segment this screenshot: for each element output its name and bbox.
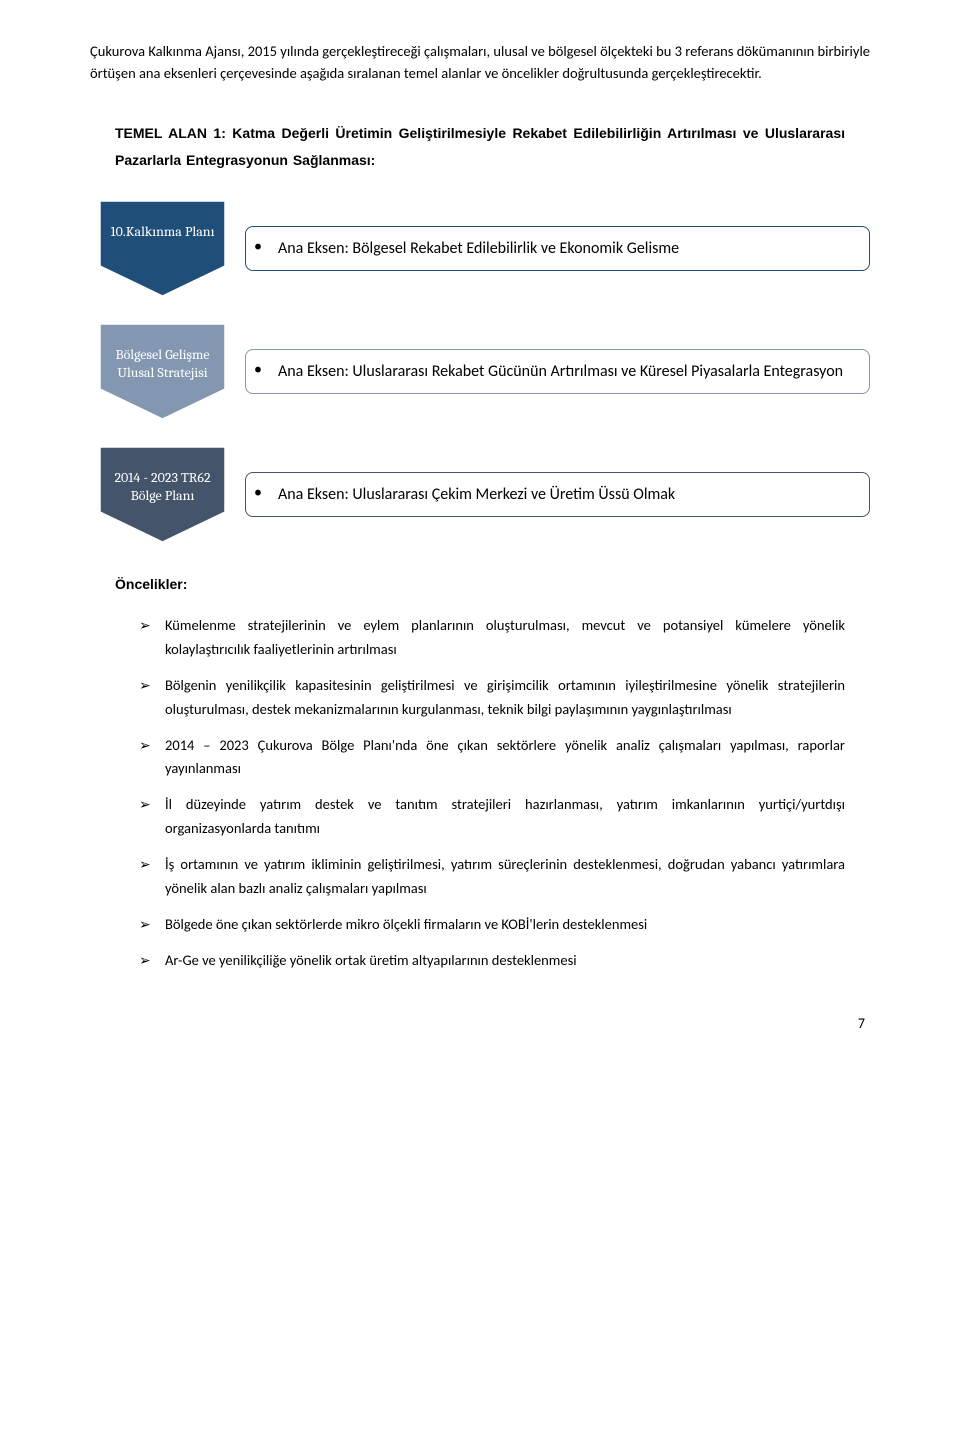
chevron-shape: Bölgesel Gelişme Ulusal Stratejisi — [100, 324, 225, 419]
chevron-shape: 10.Kalkınma Planı — [100, 201, 225, 296]
list-item: Kümelenme stratejilerinin ve eylem planl… — [143, 614, 845, 662]
chevron-label: 2014 - 2023 TR62 Bölge Planı — [100, 469, 225, 504]
axis-box: Ana Eksen: Bölgesel Rekabet Edilebilirli… — [245, 226, 870, 271]
list-item: Ar-Ge ve yenilikçiliğe yönelik ortak üre… — [143, 949, 845, 973]
intro-paragraph: Çukurova Kalkınma Ajansı, 2015 yılında g… — [90, 40, 870, 85]
axis-text: Ana Eksen: Uluslararası Rekabet Gücünün … — [278, 360, 843, 383]
page-number: 7 — [90, 1013, 870, 1035]
chevron-row: Bölgesel Gelişme Ulusal Stratejisi Ana Ek… — [90, 324, 870, 419]
axis-box: Ana Eksen: Uluslararası Çekim Merkezi ve… — [245, 472, 870, 517]
list-item: 2014 – 2023 Çukurova Bölge Planı'nda öne… — [143, 734, 845, 782]
axis-text: Ana Eksen: Bölgesel Rekabet Edilebilirli… — [278, 237, 679, 260]
list-item: İl düzeyinde yatırım destek ve tanıtım s… — [143, 793, 845, 841]
chevron-rows: 10.Kalkınma Planı Ana Eksen: Bölgesel Rek… — [90, 201, 870, 542]
chevron-row: 2014 - 2023 TR62 Bölge Planı Ana Eksen: U… — [90, 447, 870, 542]
axis-box: Ana Eksen: Uluslararası Rekabet Gücünün … — [245, 349, 870, 394]
chevron-label: Bölgesel Gelişme Ulusal Stratejisi — [100, 346, 225, 381]
chevron-row: 10.Kalkınma Planı Ana Eksen: Bölgesel Rek… — [90, 201, 870, 296]
priorities-list: Kümelenme stratejilerinin ve eylem planl… — [115, 614, 845, 973]
list-item: Bölgede öne çıkan sektörlerde mikro ölçe… — [143, 913, 845, 937]
temel-alan-block: TEMEL ALAN 1: Katma Değerli Üretimin Gel… — [115, 120, 845, 173]
chevron-shape: 2014 - 2023 TR62 Bölge Planı — [100, 447, 225, 542]
temel-alan-heading: TEMEL ALAN 1: Katma Değerli Üretimin Gel… — [115, 120, 845, 173]
list-item: Bölgenin yenilikçilik kapasitesinin geli… — [143, 674, 845, 722]
oncelikler-section: Öncelikler: Kümelenme stratejilerinin ve… — [115, 574, 845, 973]
chevron-label: 10.Kalkınma Planı — [100, 223, 225, 241]
oncelikler-heading: Öncelikler: — [115, 574, 845, 596]
list-item: İş ortamının ve yatırım ikliminin gelişt… — [143, 853, 845, 901]
axis-text: Ana Eksen: Uluslararası Çekim Merkezi ve… — [278, 483, 675, 506]
